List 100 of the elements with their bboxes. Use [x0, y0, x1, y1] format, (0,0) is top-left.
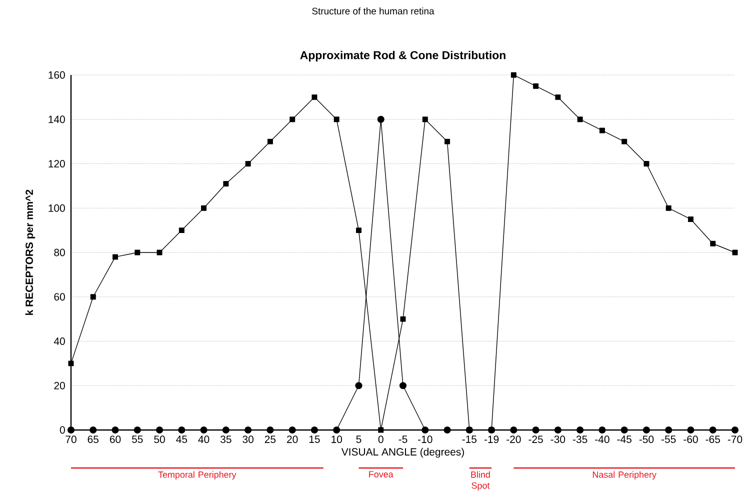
point — [709, 426, 716, 434]
point — [90, 294, 96, 300]
x-tick-label: 50 — [154, 436, 165, 444]
point — [67, 426, 75, 434]
point — [333, 426, 340, 434]
x-tick-label: 25 — [264, 436, 276, 444]
x-tick-label: -15 — [462, 436, 477, 443]
point — [555, 94, 561, 100]
point — [266, 426, 274, 434]
point — [444, 426, 451, 434]
y-tick-label: 80 — [54, 248, 65, 256]
point — [134, 426, 141, 434]
point — [178, 228, 184, 234]
x-tick-label: 5 — [356, 436, 362, 443]
text: Nasal Periphery — [592, 471, 656, 480]
point — [665, 426, 672, 434]
point — [422, 116, 428, 122]
x-tick-label: 10 — [332, 436, 342, 444]
x-tick-label: 15 — [309, 436, 320, 443]
point — [688, 216, 694, 222]
point — [731, 426, 739, 434]
y-tick-label: 160 — [48, 71, 65, 79]
x-tick-label: -35 — [572, 436, 588, 444]
x-tick-label: 0 — [378, 436, 384, 444]
point — [399, 382, 407, 390]
point — [134, 250, 140, 256]
y-tick-label: 140 — [48, 116, 65, 124]
point — [200, 426, 208, 434]
x-tick-label: 45 — [176, 436, 188, 443]
x-tick-label: 20 — [287, 436, 298, 444]
point — [554, 426, 562, 434]
x-tick-label: 30 — [242, 436, 254, 444]
point — [356, 228, 362, 234]
point — [642, 426, 650, 434]
point — [532, 426, 540, 434]
chart-title: Approximate Rod & Cone Distribution — [300, 50, 506, 62]
point — [244, 426, 252, 434]
x-tick-label: 35 — [220, 436, 232, 444]
x-tick-label: -55 — [662, 436, 676, 443]
point — [710, 240, 716, 246]
x-tick-label: -5 — [398, 436, 408, 443]
x-tick-label: -70 — [728, 436, 742, 444]
x-tick-label: -19 — [484, 436, 499, 444]
point — [599, 128, 605, 134]
y-tick-label: 40 — [54, 338, 65, 345]
x-tick-label: 40 — [198, 436, 210, 444]
point — [112, 254, 118, 260]
point — [156, 426, 164, 434]
point — [68, 360, 74, 366]
point — [334, 116, 340, 122]
text: Fovea — [369, 471, 394, 478]
point — [267, 138, 273, 144]
point — [644, 161, 650, 166]
point — [290, 116, 296, 122]
y-tick-label: 0 — [60, 426, 65, 434]
point — [355, 382, 362, 390]
point — [377, 116, 384, 123]
text: Temporal Periphery — [158, 471, 236, 480]
point — [245, 161, 251, 166]
x-tick-label: 70 — [66, 436, 76, 444]
x-tick-label: -60 — [684, 436, 698, 444]
point — [687, 426, 694, 434]
y-tick-label: 60 — [54, 293, 65, 301]
x-tick-label: 55 — [132, 436, 143, 443]
point — [666, 205, 672, 211]
point — [598, 426, 606, 434]
text: Structure of the human retina — [312, 8, 434, 14]
x-tick-label: 60 — [110, 436, 121, 444]
point — [533, 83, 539, 89]
point — [90, 426, 97, 434]
point — [444, 138, 450, 144]
x-tick-label: -10 — [418, 436, 432, 444]
x-tick-label: -40 — [595, 436, 610, 444]
point — [400, 316, 406, 322]
x-tick-label: -20 — [506, 436, 521, 444]
x-tick-label: -30 — [550, 436, 566, 444]
point — [422, 426, 429, 434]
point — [620, 426, 628, 434]
point — [510, 426, 518, 434]
point — [622, 138, 628, 144]
point — [510, 72, 516, 78]
point — [201, 205, 207, 211]
y-tick-label: 100 — [48, 204, 65, 212]
y-tick-label: 20 — [54, 382, 65, 390]
y-tick-label: 120 — [48, 160, 65, 168]
x-tick-label: -65 — [706, 436, 720, 444]
point — [576, 426, 584, 434]
x-axis-title: VISUAL ANGLE (degrees) — [341, 448, 464, 458]
point — [288, 426, 296, 434]
x-tick-label: -50 — [639, 436, 654, 444]
point — [310, 426, 318, 434]
point — [156, 250, 162, 256]
point — [178, 426, 186, 434]
point — [222, 426, 230, 434]
point — [112, 426, 119, 434]
point — [577, 116, 583, 122]
point — [223, 180, 229, 186]
x-tick-label: 65 — [88, 436, 99, 444]
y-axis-title: k RECEPTORS per mm^2 — [25, 190, 36, 315]
point — [312, 94, 318, 100]
